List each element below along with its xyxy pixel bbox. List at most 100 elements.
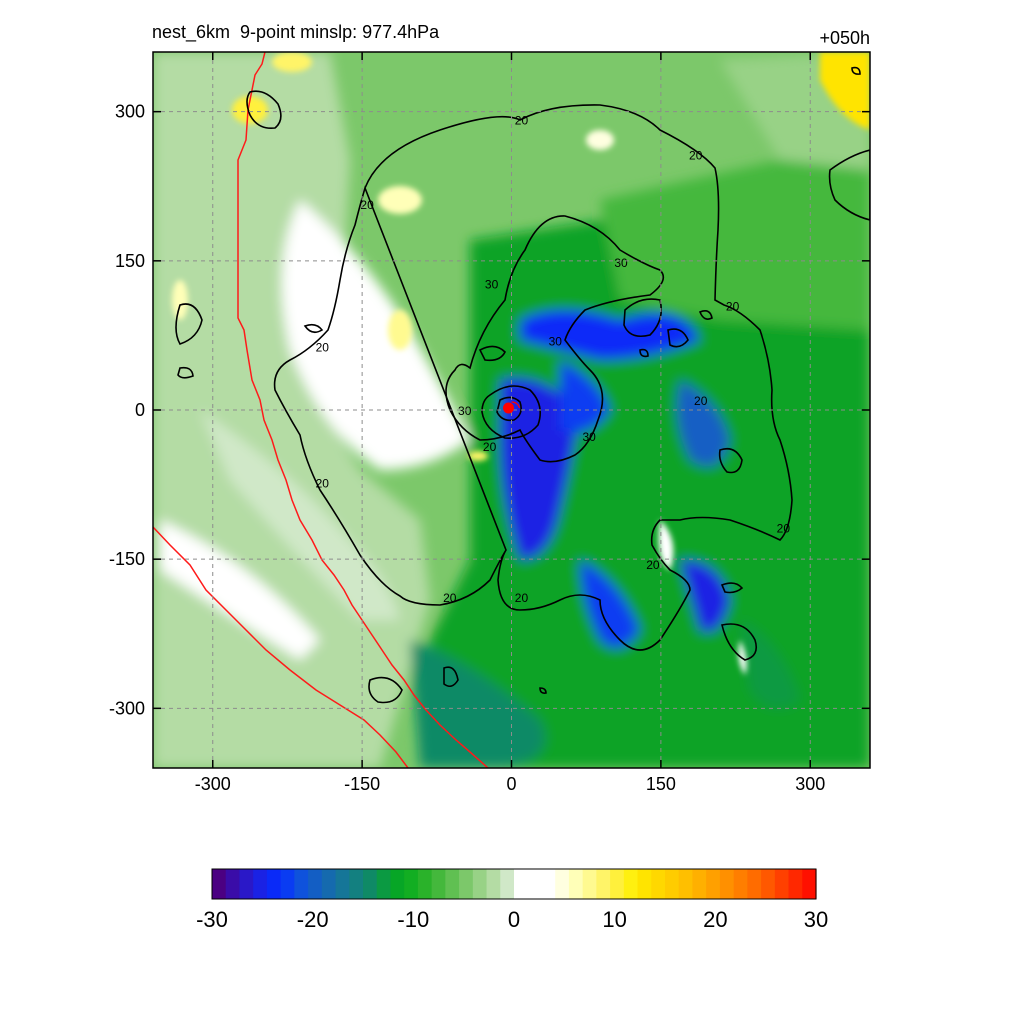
colorbar-swatch-15 <box>417 869 433 899</box>
y-tick-label-3: -150 <box>109 549 145 569</box>
colorbar-swatch-21 <box>500 869 515 899</box>
contour-nw-1 <box>246 90 282 130</box>
colorbar-swatch-22 <box>514 869 529 899</box>
colorbar-swatch-6 <box>294 869 309 899</box>
contour-ne-1 <box>828 149 870 221</box>
storm-center-layer <box>503 401 521 414</box>
colorbar-swatch-30 <box>623 869 639 899</box>
colorbar-swatch-13 <box>390 869 405 899</box>
colorbar-border <box>211 868 817 900</box>
contour-sw-1 <box>368 676 403 704</box>
colorbar-swatch-36 <box>706 869 721 899</box>
colorbar-label-2: -10 <box>397 907 429 932</box>
coastline-south <box>153 526 409 768</box>
contour-nw-3 <box>177 366 194 379</box>
colorbar-swatch-26 <box>568 869 584 899</box>
contour-30-middle <box>445 215 665 463</box>
colorbar-swatch-24 <box>541 869 556 899</box>
y-tick-label-2: 0 <box>135 400 145 420</box>
x-tick-label-1: -150 <box>344 774 380 794</box>
y-tick-label-0: 300 <box>115 102 145 122</box>
colorbar-swatch-5 <box>280 869 295 899</box>
contour-e-3 <box>639 348 649 358</box>
colorbar-swatch-39 <box>747 869 762 899</box>
contour-e-5 <box>720 582 744 594</box>
coastline-lines <box>153 52 489 768</box>
colorbar-swatch-35 <box>692 869 707 899</box>
colorbar-swatch-23 <box>527 869 543 899</box>
colorbar-swatch-31 <box>637 869 652 899</box>
contour-label-8: 20 <box>694 394 708 408</box>
contour-ne-2 <box>851 66 861 75</box>
colorbar-swatch-28 <box>596 869 611 899</box>
contour-label-2: 20 <box>360 198 374 212</box>
contour-label-15: 20 <box>443 591 457 605</box>
contour-lines <box>175 66 870 704</box>
x-tick-label-4: 300 <box>795 774 825 794</box>
chart-title: nest_6km 9-point minslp: 977.4hPa <box>152 22 440 42</box>
colorbar-swatch-10 <box>349 869 364 899</box>
contour-nw-2 <box>175 303 203 345</box>
colorbar-swatch-32 <box>651 869 666 899</box>
contour-s-1 <box>539 687 547 694</box>
colorbar-swatch-38 <box>733 869 748 899</box>
colorbar-swatch-20 <box>486 869 501 899</box>
colorbar-swatch-37 <box>719 869 735 899</box>
colorbar-swatch-11 <box>363 869 378 899</box>
colorbar-swatch-9 <box>335 869 350 899</box>
contour-e-4 <box>718 447 743 474</box>
colorbar-swatch-19 <box>472 869 488 899</box>
coastline-north <box>237 52 489 768</box>
colorbar-label-3: 0 <box>508 907 520 932</box>
y-tick-label-4: -300 <box>109 698 145 718</box>
contour-label-10: 20 <box>483 440 497 454</box>
contour-label-5: 20 <box>726 300 740 314</box>
contour-label-12: 20 <box>316 477 330 491</box>
x-tick-label-0: -300 <box>195 774 231 794</box>
colorbar-label-5: 20 <box>703 907 727 932</box>
contour-w-1 <box>303 323 324 334</box>
x-tick-label-3: 150 <box>646 774 676 794</box>
colorbar-label-4: 10 <box>602 907 626 932</box>
colorbar-swatch-14 <box>404 869 419 899</box>
contour-e-2 <box>667 328 689 348</box>
storm-center-spiral <box>511 401 521 409</box>
colorbar-swatch-1 <box>225 869 241 899</box>
colorbar-label-1: -20 <box>297 907 329 932</box>
colorbar-swatch-40 <box>761 869 776 899</box>
contour-label-6: 20 <box>316 340 330 354</box>
y-tick-label-1: 150 <box>115 251 145 271</box>
contour-label-14: 20 <box>646 558 660 572</box>
contour-e-1 <box>623 298 663 338</box>
colorbar-swatch-3 <box>253 869 268 899</box>
colorbar-swatch-34 <box>678 869 694 899</box>
contour-label-9: 30 <box>458 404 472 418</box>
axes: -300 -150 0 150 300 300 150 0 -150 -300 <box>109 52 870 794</box>
colorbar-swatch-18 <box>459 869 474 899</box>
colorbar-swatch-16 <box>431 869 446 899</box>
colorbar-swatch-0 <box>212 869 227 899</box>
colorbar-swatch-43 <box>802 869 817 899</box>
contour-e-7 <box>698 310 713 320</box>
colorbar-swatch-12 <box>376 869 392 899</box>
contour-label-11: 30 <box>582 430 596 444</box>
colorbar-swatch-25 <box>555 869 570 899</box>
contour-label-7: 30 <box>549 334 563 348</box>
colorbar-label-0: -30 <box>196 907 228 932</box>
forecast-hour-label: +050h <box>819 28 870 48</box>
colorbar-swatch-42 <box>788 869 803 899</box>
colorbar-swatch-7 <box>308 869 323 899</box>
contour-label-16: 20 <box>515 591 529 605</box>
storm-center-marker <box>503 402 515 414</box>
colorbar-label-6: 30 <box>804 907 828 932</box>
colorbar-swatch-2 <box>239 869 254 899</box>
colorbar-swatch-29 <box>610 869 625 899</box>
contour-label-4: 30 <box>485 278 499 292</box>
contour-eye-nw <box>478 345 506 362</box>
colorbar: -30 -20 -10 0 10 20 30 <box>196 868 828 932</box>
x-tick-label-2: 0 <box>506 774 516 794</box>
colorbar-swatch-17 <box>445 869 460 899</box>
colorbar-swatch-27 <box>582 869 597 899</box>
contour-e-6 <box>721 623 758 661</box>
